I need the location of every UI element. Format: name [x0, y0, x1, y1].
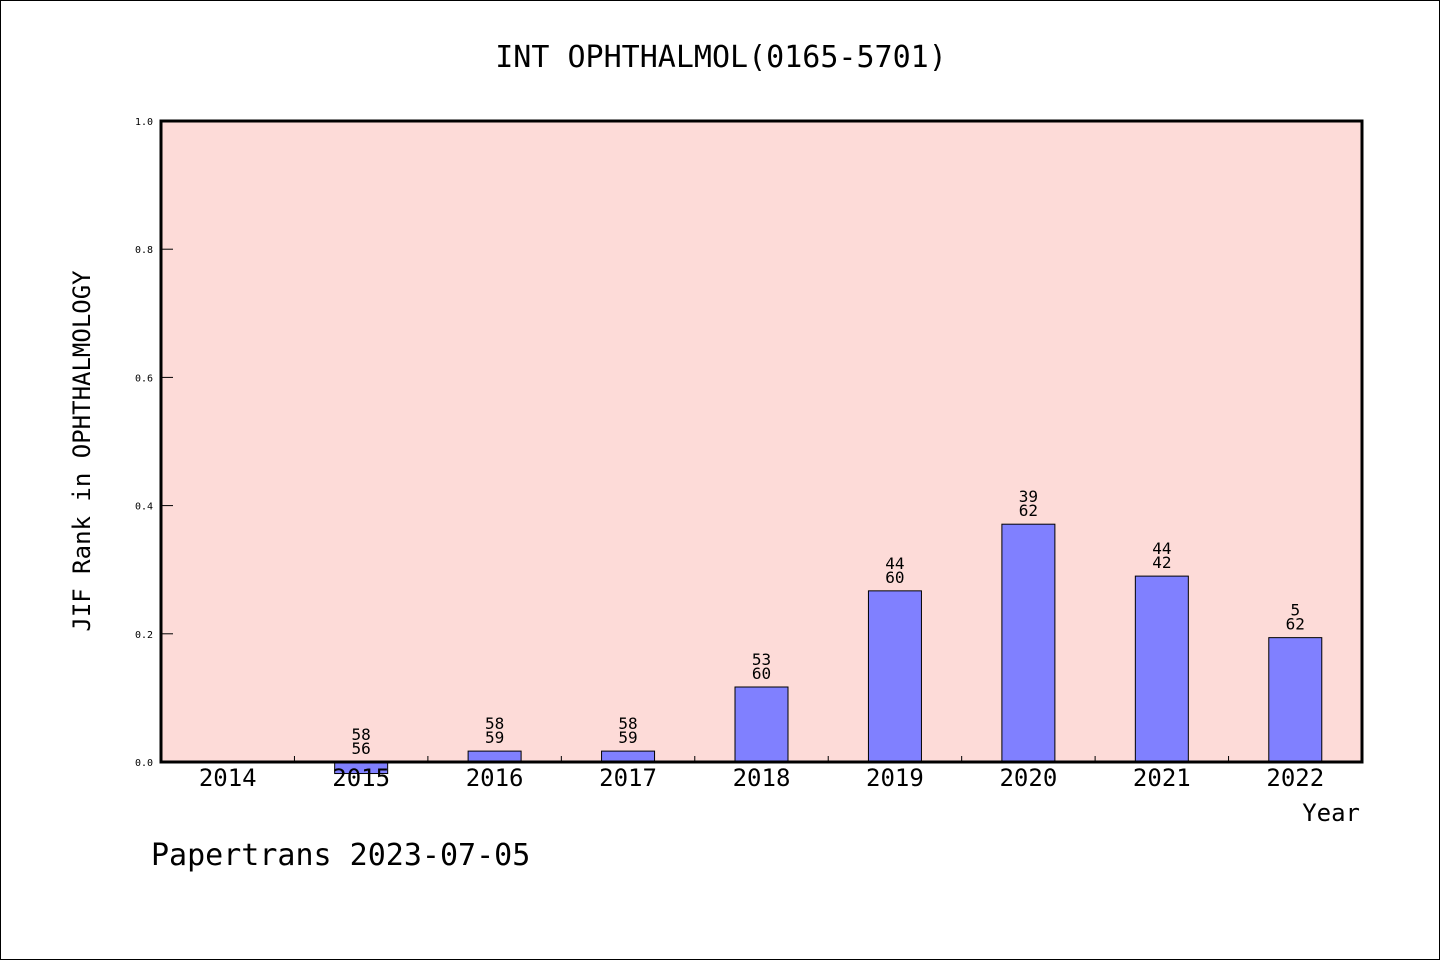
chart-title: INT OPHTHALMOL(0165-5701): [495, 40, 947, 75]
bar-rank-label-2021: 44: [1152, 539, 1171, 558]
y-tick-label: 0.2: [135, 630, 153, 641]
bar-rank-label-2017: 58: [618, 714, 637, 733]
x-tick-label-2020: 2020: [999, 764, 1057, 792]
y-axis-label: JIF Rank in OPHTHALMOLOGY: [68, 270, 96, 632]
y-tick-label: 0.8: [135, 245, 153, 256]
x-tick-label-2017: 2017: [599, 764, 657, 792]
x-axis-label: Year: [1302, 799, 1360, 827]
y-tick-label: 1.0: [135, 117, 153, 128]
bar-total-label-2016: 59: [485, 728, 504, 747]
bar-total-label-2020: 62: [1019, 501, 1038, 520]
bar-2017: [601, 750, 656, 763]
x-tick-label-2022: 2022: [1266, 764, 1324, 792]
bar-2018: [734, 686, 789, 763]
bar-total-label-2022: 62: [1286, 615, 1305, 634]
bar-total-label-2017: 59: [618, 728, 637, 747]
y-ticks-group: 0.0 0.2 0.4 0.6 0.8 1.0: [135, 117, 173, 769]
bar-2022: [1268, 637, 1323, 763]
bar-2019: [867, 590, 922, 763]
y-tick-label: 0.4: [135, 502, 153, 513]
y-tick-label: 0.6: [135, 373, 153, 384]
x-tick-label-2015: 2015: [332, 764, 390, 792]
bar-rank-label-2022: 5: [1290, 601, 1300, 620]
footer-credit: Papertrans 2023-07-05: [151, 838, 530, 873]
bar-rank-label-2016: 58: [485, 714, 504, 733]
bar-2016: [467, 750, 522, 763]
bar-total-label-2021: 42: [1152, 553, 1171, 572]
bar-total-label-2015: 56: [352, 739, 371, 758]
bar-total-label-2018: 60: [752, 664, 771, 683]
x-tick-label-2016: 2016: [466, 764, 524, 792]
bar-total-label-2019: 60: [885, 568, 904, 587]
x-tick-label-2019: 2019: [866, 764, 924, 792]
x-tick-label-2021: 2021: [1133, 764, 1191, 792]
bar-rank-label-2018: 53: [752, 650, 771, 669]
bars-group: [334, 523, 1323, 775]
x-ticks-group: 2014 2015 2016 2017 2018 2019 2020 2021 2022: [199, 756, 1324, 792]
bar-2021: [1134, 575, 1189, 763]
x-tick-label-2018: 2018: [733, 764, 791, 792]
bar-rank-label-2019: 44: [885, 554, 904, 573]
bar-rank-label-2015: 58: [352, 725, 371, 744]
bar-rank-label-2020: 39: [1019, 487, 1038, 506]
plot-border: [159, 119, 1364, 764]
bar-2020: [1001, 523, 1056, 763]
y-tick-label: 0.0: [135, 758, 153, 769]
x-tick-label-2014: 2014: [199, 764, 257, 792]
